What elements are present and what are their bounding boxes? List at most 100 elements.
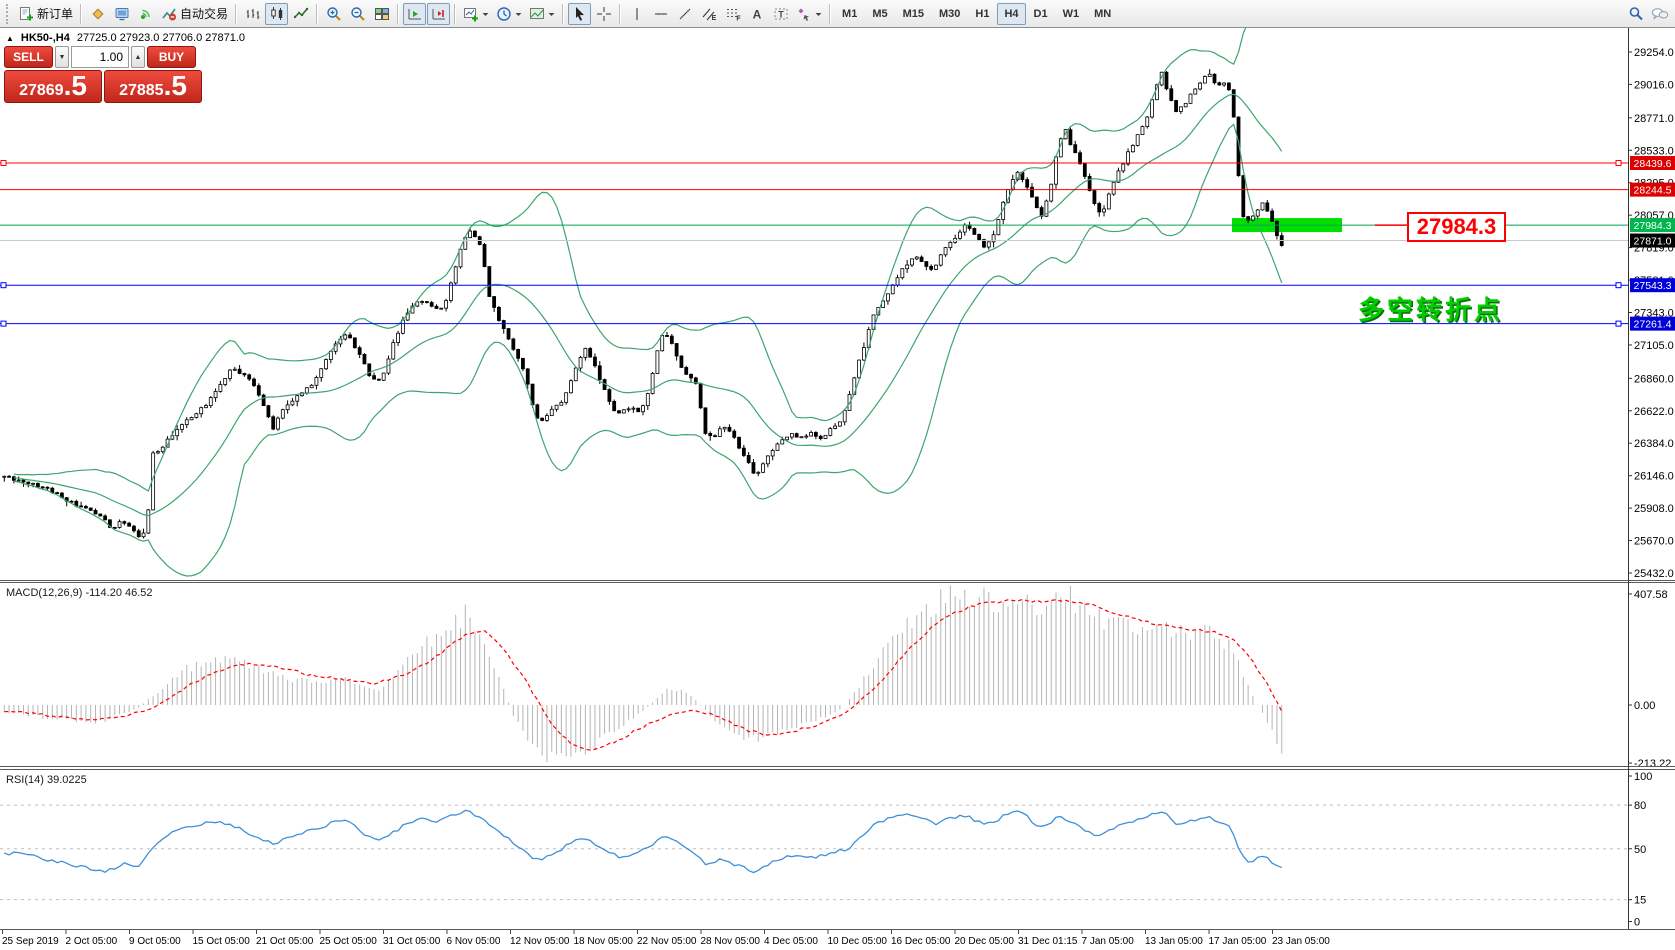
collapse-panel-arrow[interactable]: ▲ (6, 33, 14, 43)
buy-button[interactable]: BUY (147, 46, 196, 68)
svg-text:17 Jan 05:00: 17 Jan 05:00 (1209, 936, 1267, 947)
line-handle[interactable] (0, 320, 7, 327)
line-handle[interactable] (1615, 282, 1622, 289)
volume-decrease-button[interactable]: ▼ (55, 46, 69, 68)
line-handle[interactable] (0, 282, 7, 289)
buy-price-button[interactable]: 27885.5 (104, 70, 202, 103)
search-button[interactable] (1624, 3, 1647, 25)
text-button[interactable]: A (745, 3, 768, 25)
crosshair-icon (596, 6, 611, 21)
line-handle[interactable] (1615, 320, 1622, 327)
tile-windows-button[interactable] (370, 3, 393, 25)
toolbar-grip[interactable] (6, 3, 11, 24)
svg-text:16 Dec 05:00: 16 Dec 05:00 (891, 936, 951, 947)
svg-text:A: A (752, 7, 761, 21)
main-price-panel[interactable] (2, 28, 1342, 577)
crosshair-button[interactable] (592, 3, 615, 25)
line-handle[interactable] (0, 160, 7, 167)
timeframe-button-H4[interactable]: H4 (997, 2, 1026, 25)
svg-text:407.58: 407.58 (1634, 589, 1668, 601)
new-order-label: 新订单 (37, 7, 74, 21)
equidistant-channel-button[interactable]: E (697, 3, 720, 25)
bollinger-upper-band (13, 28, 1247, 492)
pivot-annotation[interactable]: 多空转折点 (1358, 295, 1503, 325)
svg-text:25908.0: 25908.0 (1634, 503, 1674, 515)
timeframe-button-M5[interactable]: M5 (872, 7, 888, 20)
svg-text:25 Oct 05:00: 25 Oct 05:00 (320, 936, 378, 947)
sell-price-frac: .5 (63, 70, 87, 101)
volume-input[interactable] (71, 46, 129, 68)
toolbar-separator (619, 3, 622, 24)
trendline-button[interactable] (673, 3, 696, 25)
horizontal-line-button[interactable] (649, 3, 672, 25)
price-tag (1630, 316, 1675, 331)
vertical-line-button[interactable] (625, 3, 648, 25)
auto-scroll-button[interactable] (403, 2, 427, 25)
equidistant-channel-icon: E (702, 8, 716, 22)
cursor-button[interactable] (568, 2, 592, 25)
zoom-in-button[interactable] (322, 3, 345, 25)
toolbar-separator (80, 3, 83, 24)
svg-text:27261.4: 27261.4 (1634, 318, 1672, 330)
dropdown-caret-icon (515, 12, 522, 16)
svg-text:29016.0: 29016.0 (1634, 79, 1674, 91)
text-label-button[interactable]: T (769, 3, 792, 25)
signals-button[interactable] (134, 3, 157, 25)
line-chart-button[interactable] (289, 3, 312, 25)
svg-text:6 Nov 05:00: 6 Nov 05:00 (447, 936, 501, 947)
price-callout-box[interactable] (1407, 212, 1506, 242)
dropdown-caret-icon (482, 12, 489, 16)
shapes-button[interactable] (793, 3, 825, 25)
svg-text:27343.0: 27343.0 (1634, 308, 1674, 320)
svg-text:26146.0: 26146.0 (1634, 471, 1674, 483)
chart-canvas[interactable]: 29254.029016.028771.028533.028295.028057… (0, 28, 1675, 949)
sell-button[interactable]: SELL (4, 46, 53, 68)
rsi-panel[interactable] (0, 804, 1628, 901)
zoom-out-button[interactable] (346, 3, 369, 25)
toolbar-separator (235, 3, 238, 24)
line-handle[interactable] (1615, 160, 1622, 167)
svg-text:28244.5: 28244.5 (1634, 184, 1672, 196)
metaeditor-icon (92, 7, 104, 20)
fibonacci-button[interactable]: F (721, 3, 744, 25)
timeframe-button-M15[interactable]: M15 (902, 7, 924, 20)
indicators-button[interactable] (460, 3, 492, 25)
timeframe-button-MN[interactable]: MN (1094, 7, 1112, 20)
svg-text:T: T (778, 9, 784, 19)
candlestick-chart-button[interactable] (265, 2, 289, 25)
svg-text:28533.0: 28533.0 (1634, 145, 1674, 157)
chart-shift-button[interactable] (427, 2, 451, 25)
new-order-button[interactable]: 新订单 (15, 3, 76, 25)
templates-icon (530, 7, 545, 19)
price-tag (1630, 182, 1675, 197)
symbol-name: HK50-,H4 (20, 32, 70, 44)
main-toolbar: 新订单 自动交易 (0, 0, 1675, 28)
chat-button[interactable] (1648, 3, 1672, 25)
text-icon: A (752, 7, 761, 21)
macd-label: MACD(12,26,9) -114.20 46.52 (6, 587, 153, 599)
sell-price-button[interactable]: 27869.5 (4, 70, 102, 103)
templates-button[interactable] (526, 3, 558, 25)
svg-text:4 Dec 05:00: 4 Dec 05:00 (764, 936, 818, 947)
indicators-icon (464, 7, 479, 21)
metaeditor-button[interactable] (86, 3, 109, 25)
timeframe-button-M30[interactable]: M30 (939, 7, 961, 20)
svg-text:26860.0: 26860.0 (1634, 373, 1674, 385)
dropdown-caret-icon (548, 12, 555, 16)
svg-text:31 Dec 01:15: 31 Dec 01:15 (1018, 936, 1078, 947)
timeframe-button-D1[interactable]: D1 (1033, 7, 1048, 20)
timeframe-button-M1[interactable]: M1 (842, 7, 858, 20)
svg-text:-213.22: -213.22 (1634, 758, 1671, 770)
autotrading-button[interactable]: 自动交易 (158, 3, 231, 25)
chart-profiles-icon (115, 7, 129, 20)
svg-text:7 Jan 05:00: 7 Jan 05:00 (1082, 936, 1135, 947)
timeframe-button-W1[interactable]: W1 (1062, 7, 1080, 20)
price-tag (1630, 156, 1675, 171)
bar-chart-button[interactable] (241, 3, 264, 25)
timeframe-button-H1[interactable]: H1 (975, 7, 990, 20)
chart-profiles-button[interactable] (110, 3, 133, 25)
periods-button[interactable] (493, 3, 525, 25)
macd-panel[interactable] (3, 585, 1283, 762)
svg-text:26622.0: 26622.0 (1634, 406, 1674, 418)
volume-increase-button[interactable]: ▲ (131, 46, 145, 68)
